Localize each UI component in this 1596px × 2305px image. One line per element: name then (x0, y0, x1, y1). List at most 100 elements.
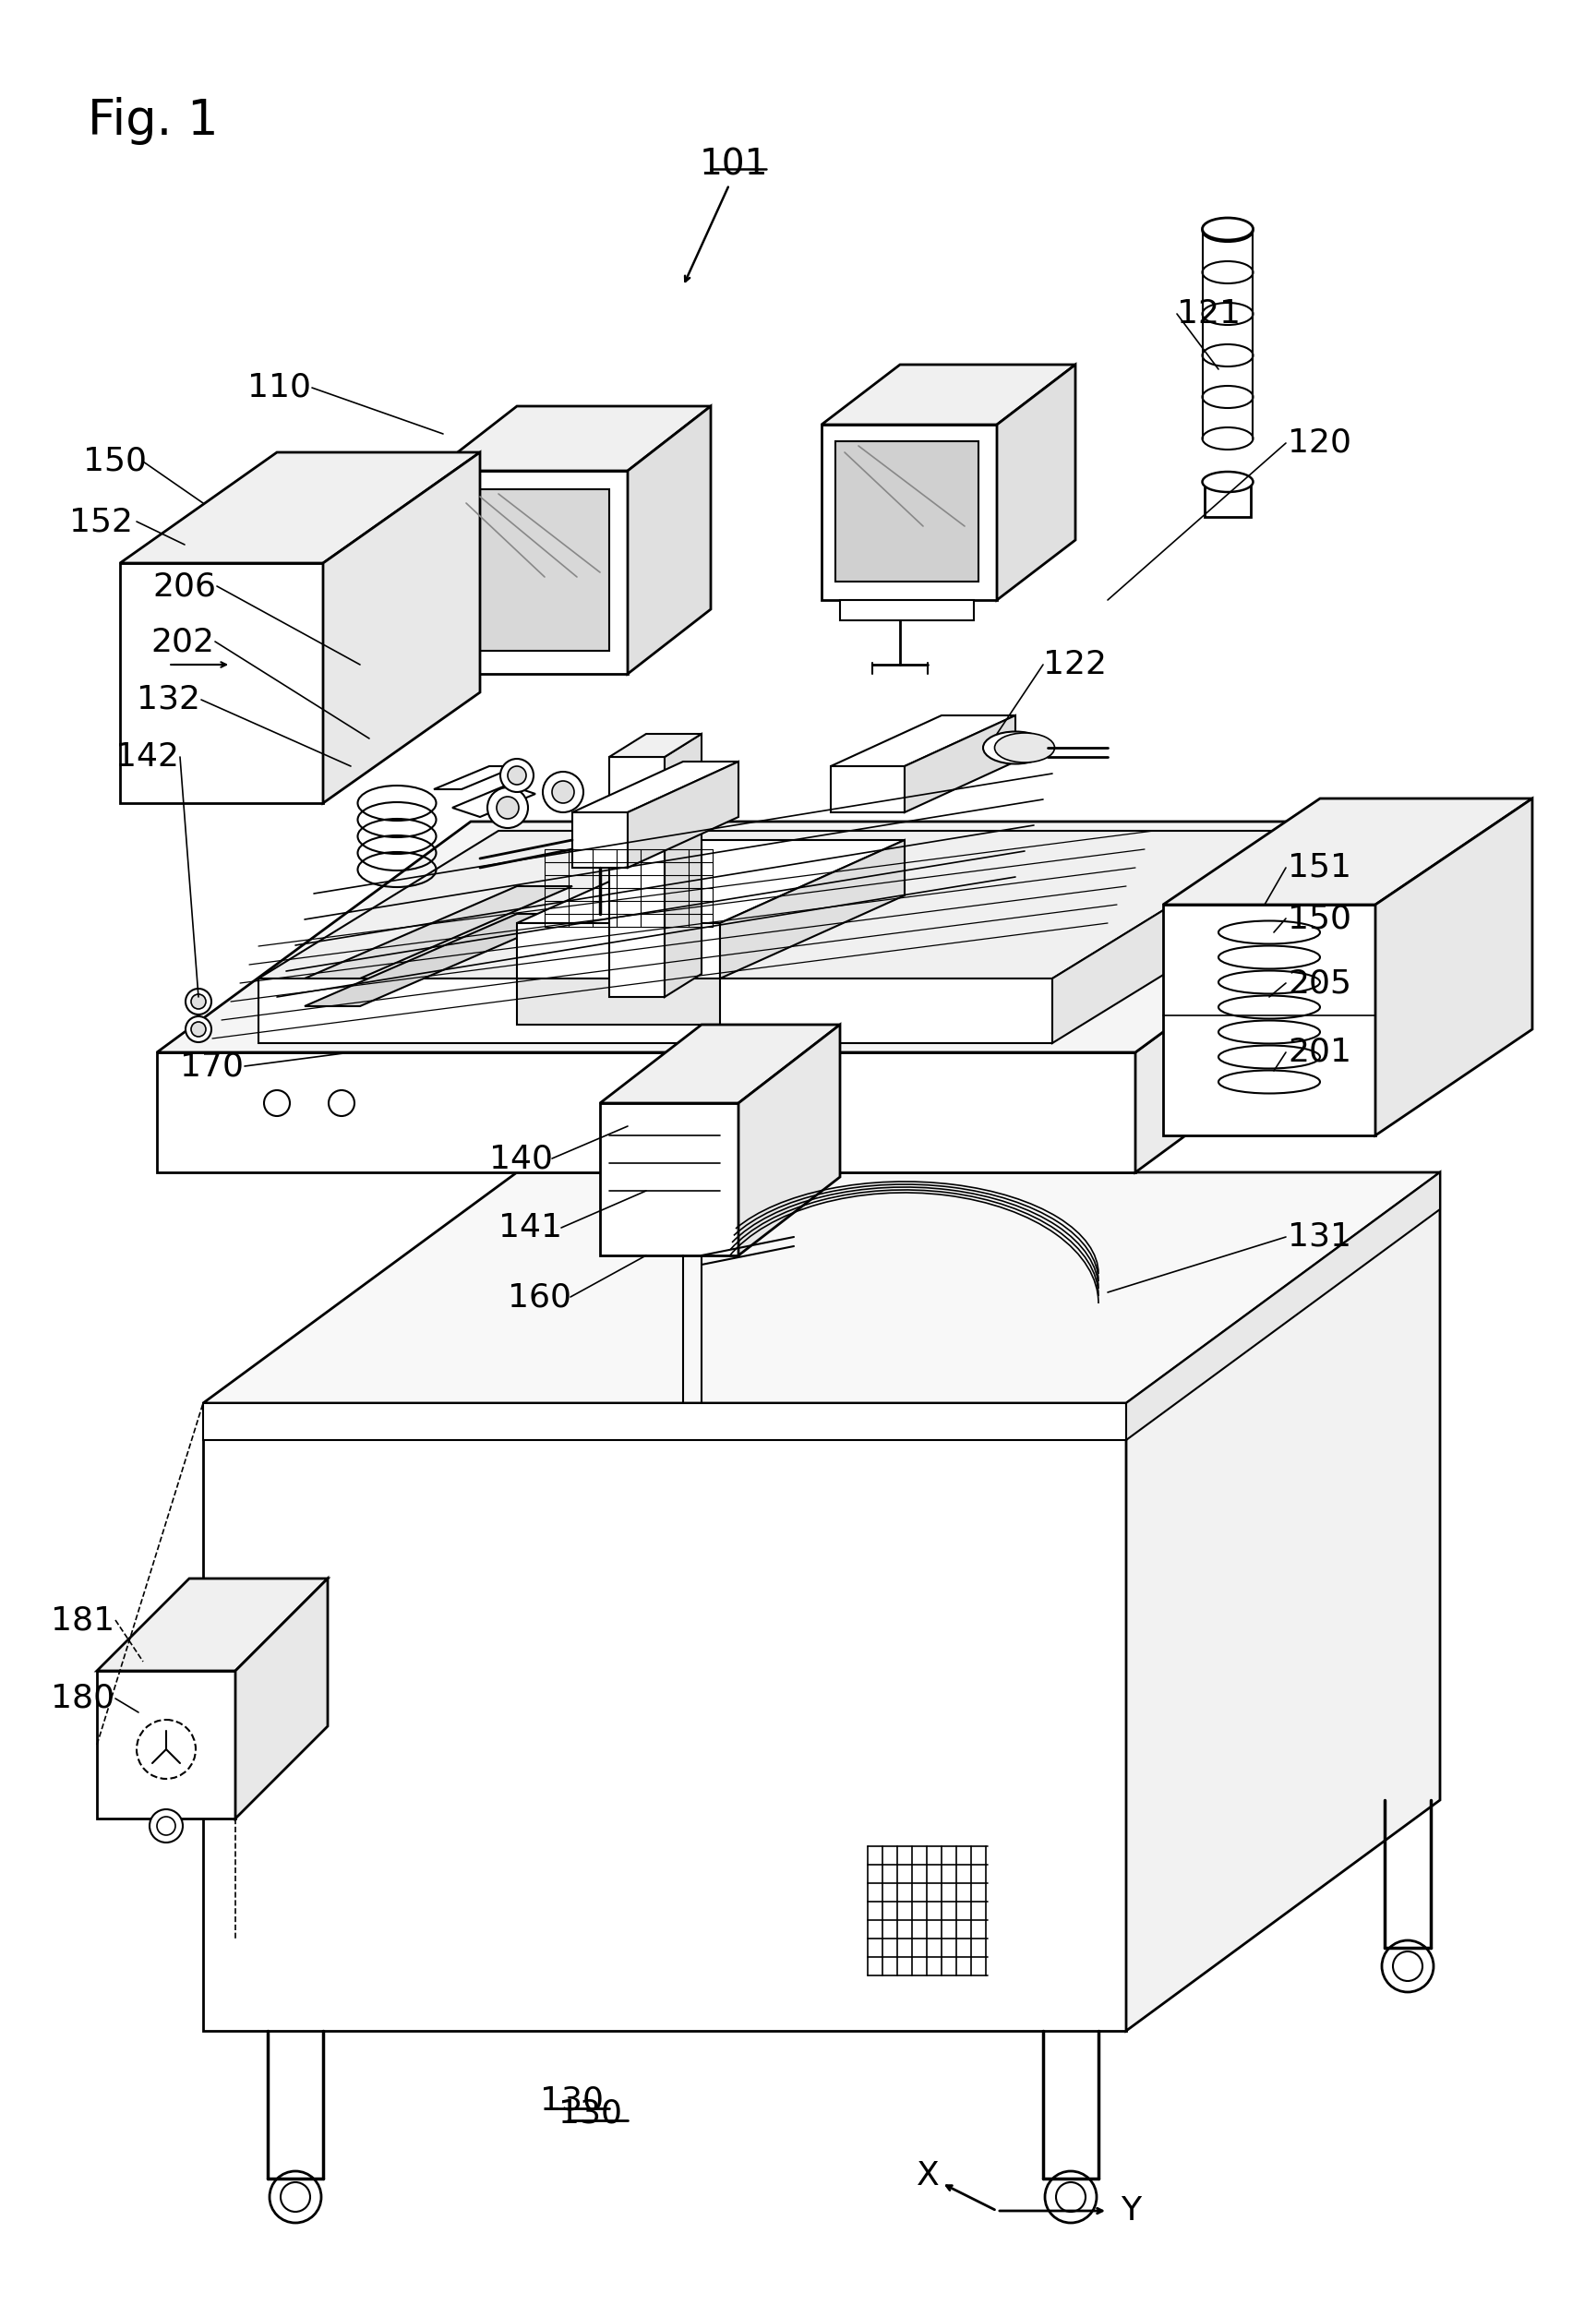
Ellipse shape (994, 733, 1055, 763)
Polygon shape (720, 839, 905, 980)
Polygon shape (664, 733, 702, 998)
Polygon shape (203, 1404, 1127, 2031)
Polygon shape (1052, 830, 1293, 1044)
Text: Fig. 1: Fig. 1 (88, 97, 219, 145)
Polygon shape (1205, 479, 1251, 516)
Ellipse shape (1202, 385, 1253, 408)
Circle shape (192, 993, 206, 1010)
Polygon shape (97, 1671, 235, 1819)
Polygon shape (573, 761, 739, 811)
Text: 141: 141 (498, 1212, 562, 1242)
Circle shape (281, 2183, 310, 2213)
Polygon shape (517, 980, 720, 1026)
Circle shape (1057, 2183, 1085, 2213)
Text: 121: 121 (1176, 297, 1240, 330)
Text: 132: 132 (137, 685, 201, 715)
Polygon shape (259, 980, 1052, 1044)
Text: 110: 110 (247, 371, 311, 403)
Circle shape (543, 772, 584, 811)
Polygon shape (600, 1026, 839, 1104)
Circle shape (1393, 1952, 1422, 1980)
Circle shape (137, 1720, 196, 1779)
Polygon shape (627, 406, 710, 673)
Polygon shape (610, 756, 664, 998)
Polygon shape (1163, 904, 1376, 1136)
Polygon shape (434, 765, 517, 788)
Polygon shape (627, 761, 739, 867)
Text: 152: 152 (69, 505, 132, 537)
Circle shape (487, 788, 528, 827)
Text: 140: 140 (490, 1143, 552, 1173)
Polygon shape (1135, 821, 1449, 1173)
Ellipse shape (1202, 260, 1253, 284)
Ellipse shape (1202, 219, 1253, 240)
Ellipse shape (1202, 219, 1253, 242)
Polygon shape (600, 1104, 739, 1256)
Circle shape (1045, 2171, 1096, 2222)
Polygon shape (203, 1173, 1440, 1404)
Text: 142: 142 (115, 742, 179, 772)
Polygon shape (517, 922, 720, 980)
Text: 151: 151 (1288, 853, 1352, 883)
Ellipse shape (1202, 302, 1253, 325)
Polygon shape (305, 885, 573, 980)
Circle shape (192, 1021, 206, 1037)
Circle shape (500, 758, 533, 793)
Polygon shape (610, 733, 702, 756)
Text: 206: 206 (152, 569, 215, 602)
Polygon shape (1127, 1173, 1440, 2031)
Polygon shape (822, 364, 1076, 424)
Polygon shape (235, 1579, 327, 1819)
Polygon shape (120, 452, 480, 562)
Text: Y: Y (1120, 2194, 1141, 2227)
Ellipse shape (1202, 426, 1253, 449)
Polygon shape (203, 1404, 1127, 1441)
Circle shape (1382, 1941, 1433, 1992)
Ellipse shape (983, 731, 1047, 763)
Polygon shape (452, 489, 610, 650)
Polygon shape (1127, 1173, 1440, 1441)
Circle shape (185, 989, 211, 1014)
Polygon shape (1163, 798, 1532, 904)
Polygon shape (832, 765, 905, 811)
Circle shape (496, 798, 519, 818)
Text: 150: 150 (83, 445, 147, 477)
Polygon shape (97, 1579, 327, 1671)
Polygon shape (905, 715, 1015, 811)
Text: 130: 130 (541, 2084, 605, 2116)
Polygon shape (832, 715, 1015, 765)
Polygon shape (305, 913, 573, 1007)
Text: 160: 160 (508, 1282, 571, 1312)
Polygon shape (573, 811, 627, 867)
Polygon shape (156, 821, 1449, 1053)
Circle shape (185, 1017, 211, 1042)
Text: 202: 202 (150, 627, 214, 657)
Circle shape (508, 765, 527, 784)
Text: 101: 101 (699, 148, 768, 182)
Text: 130: 130 (559, 2098, 622, 2130)
Polygon shape (739, 1026, 839, 1256)
Polygon shape (434, 406, 710, 470)
Polygon shape (434, 470, 627, 673)
Circle shape (329, 1090, 354, 1116)
Polygon shape (1376, 798, 1532, 1136)
Circle shape (156, 1816, 176, 1835)
Polygon shape (839, 599, 974, 620)
Circle shape (150, 1809, 184, 1842)
Polygon shape (322, 452, 480, 802)
Text: 181: 181 (51, 1604, 115, 1637)
Text: 180: 180 (51, 1683, 115, 1715)
Text: 150: 150 (1288, 904, 1352, 934)
Polygon shape (156, 1053, 1135, 1173)
Polygon shape (452, 784, 535, 816)
Text: 170: 170 (180, 1051, 244, 1081)
Ellipse shape (1202, 343, 1253, 366)
Polygon shape (120, 562, 322, 802)
Text: 205: 205 (1288, 968, 1352, 998)
Polygon shape (517, 839, 905, 922)
Polygon shape (259, 830, 1293, 980)
Circle shape (270, 2171, 321, 2222)
Polygon shape (835, 440, 978, 581)
Polygon shape (998, 364, 1076, 599)
Text: 201: 201 (1288, 1037, 1352, 1067)
